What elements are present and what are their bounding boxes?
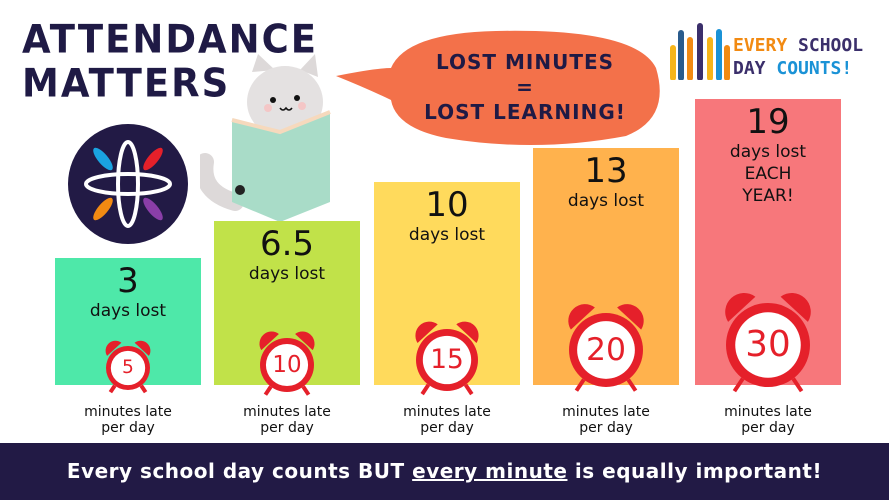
days-lost-label: days lost [729,142,807,162]
page-title: ATTENDANCE MATTERS [22,16,319,107]
alarm-clock-icon: 15 [401,314,493,406]
alarm-clock-icon: 10 [245,323,329,407]
minutes-late-label: minutes late per day [403,404,491,436]
days-lost-label: YEAR! [742,186,794,206]
days-lost-label: EACH [744,164,792,184]
school-logo [68,124,188,244]
days-lost-value: 13 [584,151,628,191]
days-lost-value: 3 [117,261,139,301]
days-lost-label: days lost [408,225,486,245]
minutes-value: 5 [122,357,134,378]
minutes-value: 30 [745,324,791,365]
minutes-value: 10 [272,351,302,378]
minutes-late-label: minutes late per day [562,404,650,436]
every-school-day-counts-logo: EVERY SCHOOL DAY COUNTS! [733,35,864,79]
minutes-late-label: minutes late per day [84,404,172,436]
speech-bubble-text: LOST MINUTES = LOST LEARNING! [424,50,626,124]
days-lost-label: days lost [567,191,645,211]
alarm-clock-icon: 30 [711,288,825,402]
knot-icon [84,140,172,228]
minutes-late-label: minutes late per day [724,404,812,436]
alarm-clock-icon: 20 [554,298,658,402]
days-lost-label: days lost [89,301,167,321]
days-lost-label: days lost [248,264,326,284]
days-lost-value: 6.5 [259,224,315,264]
speech-bubble [336,30,660,146]
minutes-late-label: minutes late per day [243,404,331,436]
cat-reading-illustration [200,54,331,222]
alarm-clock-icon: 5 [91,331,165,405]
footer-banner: Every school day counts BUT every minute… [0,443,889,500]
days-lost-value: 19 [746,102,790,142]
minutes-value: 15 [430,344,464,375]
minutes-value: 20 [585,331,626,368]
raised-hands-logo-icon [670,23,730,80]
days-lost-value: 10 [425,185,469,225]
